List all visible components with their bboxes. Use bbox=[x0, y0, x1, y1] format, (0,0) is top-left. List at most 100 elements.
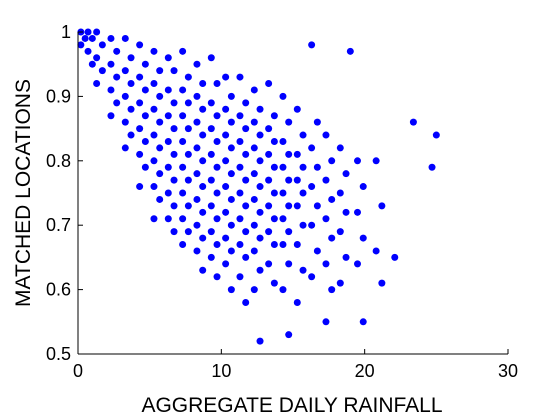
point bbox=[270, 112, 278, 120]
point bbox=[213, 273, 221, 281]
point bbox=[98, 67, 106, 75]
point bbox=[250, 118, 258, 126]
point bbox=[107, 86, 115, 94]
point bbox=[81, 34, 89, 42]
point bbox=[136, 150, 144, 158]
point bbox=[121, 92, 129, 100]
point bbox=[213, 163, 221, 171]
point bbox=[236, 137, 244, 145]
point bbox=[179, 215, 187, 223]
point bbox=[199, 157, 207, 165]
point bbox=[199, 105, 207, 113]
point bbox=[256, 105, 264, 113]
point bbox=[285, 150, 293, 158]
point bbox=[256, 157, 264, 165]
point bbox=[236, 273, 244, 281]
point bbox=[179, 241, 187, 249]
point bbox=[170, 150, 178, 158]
point bbox=[127, 131, 135, 139]
point bbox=[270, 137, 278, 145]
point bbox=[279, 189, 287, 197]
point bbox=[336, 279, 344, 287]
point bbox=[113, 47, 121, 55]
point bbox=[342, 208, 350, 216]
point bbox=[107, 34, 115, 42]
point bbox=[242, 99, 250, 107]
point bbox=[156, 118, 164, 126]
point bbox=[213, 241, 221, 249]
point bbox=[308, 221, 316, 229]
point bbox=[279, 286, 287, 294]
point bbox=[250, 144, 258, 152]
point bbox=[222, 183, 230, 191]
point bbox=[242, 125, 250, 133]
point bbox=[136, 73, 144, 81]
point bbox=[322, 131, 330, 139]
point bbox=[250, 221, 258, 229]
point bbox=[236, 163, 244, 171]
point bbox=[193, 195, 201, 203]
point bbox=[293, 298, 301, 306]
point bbox=[141, 86, 149, 94]
y-tick-label: 0.9 bbox=[46, 86, 71, 106]
point bbox=[156, 170, 164, 178]
point bbox=[84, 28, 92, 36]
point bbox=[179, 47, 187, 55]
point bbox=[88, 60, 96, 68]
point bbox=[328, 195, 336, 203]
point bbox=[164, 137, 172, 145]
point bbox=[336, 144, 344, 152]
point bbox=[207, 202, 215, 210]
point bbox=[207, 54, 215, 62]
point bbox=[236, 189, 244, 197]
point bbox=[170, 228, 178, 236]
point bbox=[279, 92, 287, 100]
point bbox=[121, 118, 129, 126]
point bbox=[113, 73, 121, 81]
point bbox=[184, 99, 192, 107]
point bbox=[150, 80, 158, 88]
point bbox=[227, 247, 235, 255]
point bbox=[93, 80, 101, 88]
x-tick-label: 10 bbox=[211, 361, 231, 381]
point bbox=[213, 189, 221, 197]
point bbox=[256, 183, 264, 191]
point bbox=[322, 176, 330, 184]
point bbox=[207, 150, 215, 158]
point bbox=[293, 176, 301, 184]
y-tick-label: 0.6 bbox=[46, 280, 71, 300]
point bbox=[432, 131, 440, 139]
point bbox=[342, 170, 350, 178]
point bbox=[222, 157, 230, 165]
point bbox=[354, 208, 361, 216]
point bbox=[293, 150, 301, 158]
point bbox=[270, 163, 278, 171]
point bbox=[265, 202, 273, 210]
point bbox=[193, 170, 201, 178]
point bbox=[164, 54, 172, 62]
point bbox=[222, 131, 230, 139]
point bbox=[270, 279, 278, 287]
point bbox=[256, 234, 264, 242]
point bbox=[207, 228, 215, 236]
point bbox=[359, 318, 367, 326]
point bbox=[354, 260, 361, 268]
point bbox=[213, 112, 221, 120]
point bbox=[150, 47, 158, 55]
point bbox=[184, 228, 192, 236]
point bbox=[227, 195, 235, 203]
point bbox=[184, 73, 192, 81]
point bbox=[270, 215, 278, 223]
point bbox=[207, 125, 215, 133]
point bbox=[242, 202, 250, 210]
point bbox=[346, 47, 354, 55]
point bbox=[150, 157, 158, 165]
point bbox=[279, 163, 287, 171]
point bbox=[156, 195, 164, 203]
point bbox=[179, 112, 187, 120]
point bbox=[242, 298, 250, 306]
point bbox=[84, 47, 92, 55]
point bbox=[164, 86, 172, 94]
point bbox=[308, 144, 316, 152]
